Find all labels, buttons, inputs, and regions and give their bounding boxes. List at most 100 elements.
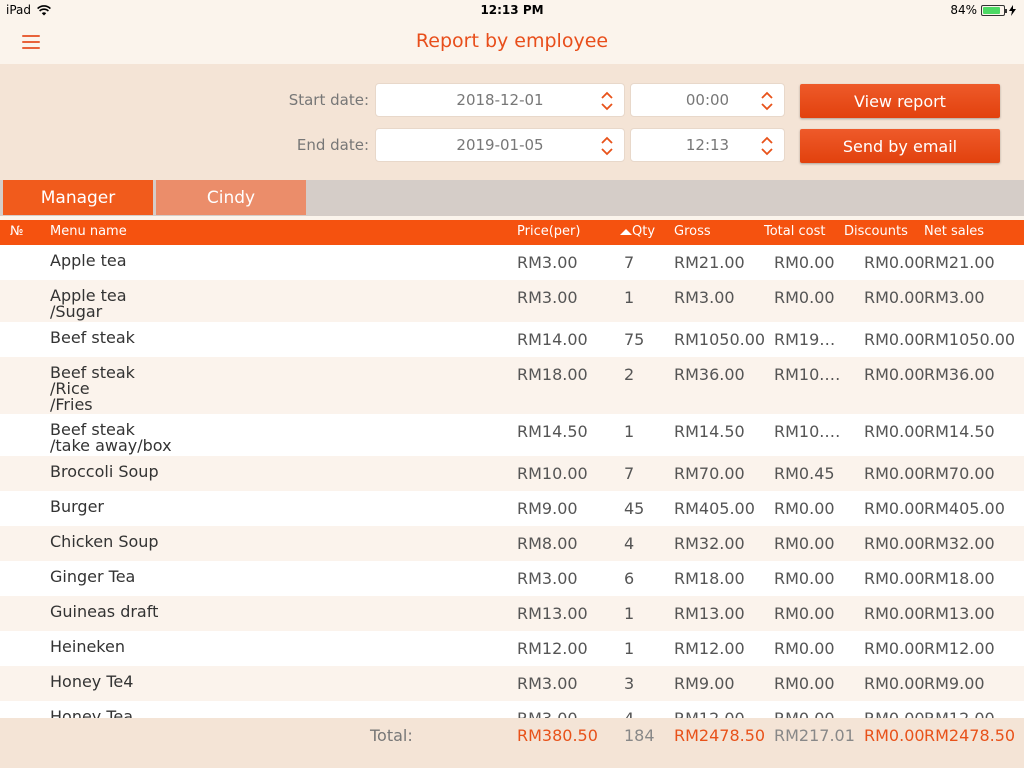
table-row[interactable]: Honey Te4 RM3.00 3 RM9.00 RM0.00 RM0.00 RM9.00 bbox=[0, 666, 1024, 701]
price-cell: RM10.00 bbox=[517, 464, 588, 483]
total-discounts: RM0.00 bbox=[864, 726, 925, 745]
menu-name-cell: Beef steak /take away/box bbox=[50, 420, 172, 455]
end-date-field[interactable]: 2019-01-05 bbox=[375, 128, 625, 162]
table-row[interactable]: Ginger Tea RM3.00 6 RM18.00 RM0.00 RM0.00 RM18… bbox=[0, 561, 1024, 596]
net-sales-cell: RM12.00 bbox=[924, 709, 995, 718]
gross-cell: RM70.00 bbox=[674, 464, 745, 483]
end-time-field[interactable]: 12:13 bbox=[630, 128, 785, 162]
total-cost-cell: RM0.00 bbox=[774, 639, 835, 658]
gross-cell: RM12.00 bbox=[674, 639, 745, 658]
price-cell: RM8.00 bbox=[517, 534, 578, 553]
discounts-cell: RM0.00 bbox=[864, 288, 925, 307]
qty-cell: 7 bbox=[624, 253, 635, 272]
col-net-sales[interactable]: Net sales bbox=[924, 224, 985, 239]
start-time-field[interactable]: 00:00 bbox=[630, 83, 785, 117]
net-sales-cell: RM13.00 bbox=[924, 604, 995, 623]
up-down-chevron-icon[interactable] bbox=[760, 90, 774, 112]
table-row[interactable]: Apple tea RM3.00 7 RM21.00 RM0.00 RM0.00 RM21.… bbox=[0, 245, 1024, 280]
col-menu-name[interactable]: Menu name bbox=[50, 224, 127, 239]
qty-cell: 6 bbox=[624, 569, 635, 588]
send-by-email-button[interactable]: Send by email bbox=[800, 129, 1000, 163]
col-discounts[interactable]: Discounts bbox=[844, 224, 908, 239]
net-sales-cell: RM14.50 bbox=[924, 422, 995, 441]
up-down-chevron-icon[interactable] bbox=[760, 135, 774, 157]
view-report-button[interactable]: View report bbox=[800, 84, 1000, 118]
start-date-field[interactable]: 2018-12-01 bbox=[375, 83, 625, 117]
clock: 12:13 PM bbox=[480, 3, 544, 17]
total-cost-cell: RM0.00 bbox=[774, 709, 844, 718]
table-row[interactable]: Broccoli Soup RM10.00 7 RM70.00 RM0.45 RM0.00… bbox=[0, 456, 1024, 491]
total-cost-cell: RM0.00 bbox=[774, 604, 835, 623]
qty-cell: 75 bbox=[624, 330, 645, 349]
qty-cell: 45 bbox=[624, 499, 645, 518]
col-qty-label: Qty bbox=[632, 224, 656, 239]
col-price[interactable]: Price(per) bbox=[517, 224, 581, 239]
discounts-cell: RM0.00 bbox=[864, 499, 925, 518]
sort-ascending-icon bbox=[620, 228, 632, 235]
totals-bar: Total: RM380.50 184 RM2478.50 RM217.01 R… bbox=[0, 718, 1024, 768]
table-row[interactable]: Guineas draft RM13.00 1 RM13.00 RM0.00 RM0.00… bbox=[0, 596, 1024, 631]
table-row[interactable]: Beef steak /take away/box RM14.50 1 RM14.50… bbox=[0, 414, 1024, 456]
net-sales-cell: RM70.00 bbox=[924, 464, 995, 483]
up-down-chevron-icon[interactable] bbox=[600, 135, 614, 157]
table-row[interactable]: Burger RM9.00 45 RM405.00 RM0.00 RM0.00 RM405.… bbox=[0, 491, 1024, 526]
net-sales-cell: RM9.00 bbox=[924, 674, 985, 693]
discounts-cell: RM0.00 bbox=[864, 639, 925, 658]
table-header: № Menu name Price(per) Qty Gross Total c… bbox=[0, 220, 1024, 245]
price-cell: RM14.50 bbox=[517, 422, 588, 441]
table-row[interactable]: Beef steak RM14.00 75 RM1050.00 RM195… RM0.00… bbox=[0, 322, 1024, 357]
total-price: RM380.50 bbox=[517, 726, 598, 745]
total-cost-cell: RM0.00 bbox=[774, 569, 835, 588]
discounts-cell: RM0.00 bbox=[864, 709, 925, 718]
qty-cell: 1 bbox=[624, 604, 635, 623]
qty-cell: 1 bbox=[624, 639, 635, 658]
discounts-cell: RM0.00 bbox=[864, 534, 925, 553]
net-sales-cell: RM36.00 bbox=[924, 365, 995, 384]
gross-cell: RM405.00 bbox=[674, 499, 755, 518]
total-qty: 184 bbox=[624, 726, 655, 745]
discounts-cell: RM0.00 bbox=[864, 464, 925, 483]
table-row[interactable]: Heineken RM12.00 1 RM12.00 RM0.00 RM0.00 RM12.… bbox=[0, 631, 1024, 666]
report-table[interactable]: Apple tea RM3.00 7 RM21.00 RM0.00 RM0.00 RM21.… bbox=[0, 245, 1024, 718]
net-sales-cell: RM1050.00 bbox=[924, 330, 1016, 349]
col-no[interactable]: № bbox=[10, 224, 24, 239]
col-gross[interactable]: Gross bbox=[674, 224, 711, 239]
gross-cell: RM14.50 bbox=[674, 422, 745, 441]
table-row[interactable]: Apple tea /Sugar RM3.00 1 RM3.00 RM0.00 RM0.0… bbox=[0, 280, 1024, 322]
menu-name-cell: Broccoli Soup bbox=[50, 462, 159, 481]
price-cell: RM14.00 bbox=[517, 330, 588, 349]
qty-cell: 1 bbox=[624, 288, 635, 307]
qty-cell: 7 bbox=[624, 464, 635, 483]
tab-cindy[interactable]: Cindy bbox=[156, 180, 306, 215]
hamburger-menu-icon[interactable] bbox=[22, 35, 40, 49]
gross-cell: RM9.00 bbox=[674, 674, 735, 693]
gross-cell: RM32.00 bbox=[674, 534, 745, 553]
table-row[interactable]: Honey TeaRM3.004RM12.00RM0.00RM0.00RM12.… bbox=[0, 701, 1024, 718]
tab-manager[interactable]: Manager bbox=[3, 180, 153, 215]
qty-cell: 2 bbox=[624, 365, 635, 384]
gross-cell: RM3.00 bbox=[674, 288, 735, 307]
end-date-value: 2019-01-05 bbox=[456, 136, 544, 154]
net-sales-cell: RM32.00 bbox=[924, 534, 995, 553]
discounts-cell: RM0.00 bbox=[864, 422, 925, 441]
gross-cell: RM21.00 bbox=[674, 253, 745, 272]
total-label: Total: bbox=[370, 726, 413, 745]
total-cost-cell: RM195… bbox=[774, 330, 844, 349]
total-cost-cell: RM10.33 bbox=[774, 422, 844, 441]
price-cell: RM3.00 bbox=[517, 709, 578, 718]
col-total-cost[interactable]: Total cost bbox=[764, 224, 826, 239]
qty-cell: 4 bbox=[624, 534, 635, 553]
table-row[interactable]: Beef steak /Rice /Fries RM18.00 2 RM36.00 RM… bbox=[0, 357, 1024, 414]
start-date-value: 2018-12-01 bbox=[456, 91, 544, 109]
status-bar: iPad 12:13 PM 84% bbox=[0, 0, 1024, 20]
table-row[interactable]: Chicken Soup RM8.00 4 RM32.00 RM0.00 RM0.00 RM… bbox=[0, 526, 1024, 561]
gross-cell: RM13.00 bbox=[674, 604, 745, 623]
up-down-chevron-icon[interactable] bbox=[600, 90, 614, 112]
total-cost-cell: RM0.00 bbox=[774, 499, 835, 518]
price-cell: RM13.00 bbox=[517, 604, 588, 623]
col-qty[interactable]: Qty bbox=[620, 224, 655, 239]
start-date-label: Start date: bbox=[288, 91, 369, 109]
total-cost-cell: RM0.00 bbox=[774, 288, 835, 307]
discounts-cell: RM0.00 bbox=[864, 365, 925, 384]
price-cell: RM3.00 bbox=[517, 288, 578, 307]
